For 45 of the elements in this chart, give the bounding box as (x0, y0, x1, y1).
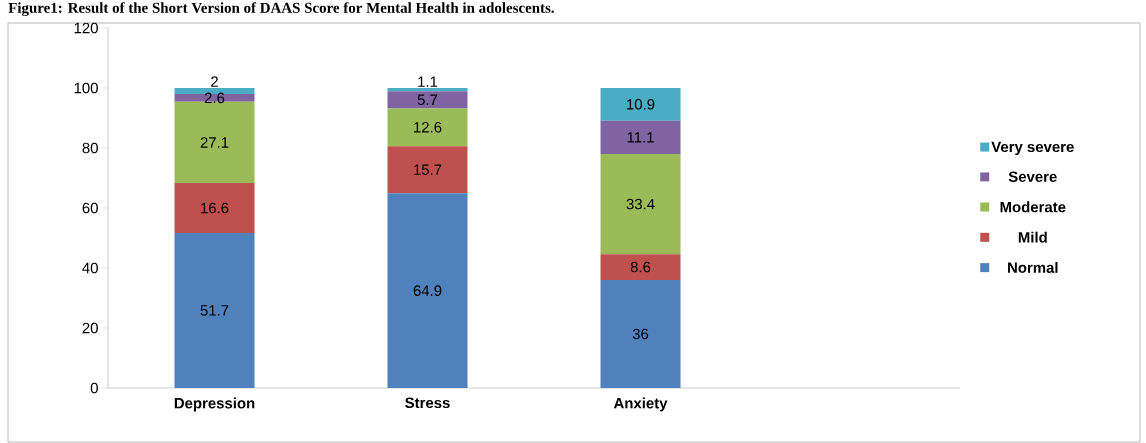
data-label: 11.1 (627, 132, 654, 143)
legend-label: Mild (1018, 231, 1047, 243)
data-label: 36 (632, 328, 649, 340)
y-tick-label: 40 (82, 262, 98, 274)
data-label: 12.6 (414, 121, 442, 133)
legend-label: Severe (1008, 171, 1057, 183)
legend-label: Moderate (1000, 201, 1066, 213)
bar (387, 91, 468, 109)
bar (174, 93, 255, 102)
x-tick-label: Stress (405, 397, 450, 409)
data-label: 10.9 (627, 99, 655, 110)
bar (387, 108, 468, 147)
data-label: 64.9 (413, 285, 442, 296)
bar (600, 87, 681, 121)
y-tick-label: 20 (82, 322, 98, 334)
data-label: 51.7 (200, 305, 229, 316)
x-tick-label: Anxiety (613, 397, 668, 412)
bar (600, 254, 681, 280)
data-label: 5.7 (417, 94, 438, 106)
bar (387, 146, 468, 194)
chart-title: Figure1: Result of the Short Version of DAAS Score for Mental Health in adolescents. (8, 2, 554, 17)
legend-label: Normal (1008, 261, 1058, 273)
data-label: 2 (211, 76, 218, 87)
y-tick-label: 80 (82, 142, 98, 154)
bar (387, 87, 468, 92)
y-tick-label: 60 (82, 202, 98, 214)
y-tick-label: 100 (74, 82, 98, 94)
bar (600, 153, 681, 255)
data-label: 2.6 (204, 92, 225, 104)
data-label: 33.4 (626, 198, 655, 210)
data-label: 8.6 (630, 261, 651, 273)
data-label: 16.6 (201, 202, 229, 214)
bar (174, 232, 255, 388)
legend-label: Very severe (991, 141, 1074, 156)
data-label: 15.7 (414, 164, 442, 175)
bar (174, 183, 255, 233)
bar (174, 87, 255, 94)
x-tick-label: Depression (174, 397, 255, 412)
bar (387, 193, 468, 388)
bar (600, 279, 681, 388)
y-tick-label: 120 (74, 22, 98, 34)
bar (600, 120, 681, 154)
y-tick-label: 0 (90, 382, 98, 394)
data-label: 1.1 (418, 76, 438, 87)
data-label: 27.1 (200, 137, 229, 148)
